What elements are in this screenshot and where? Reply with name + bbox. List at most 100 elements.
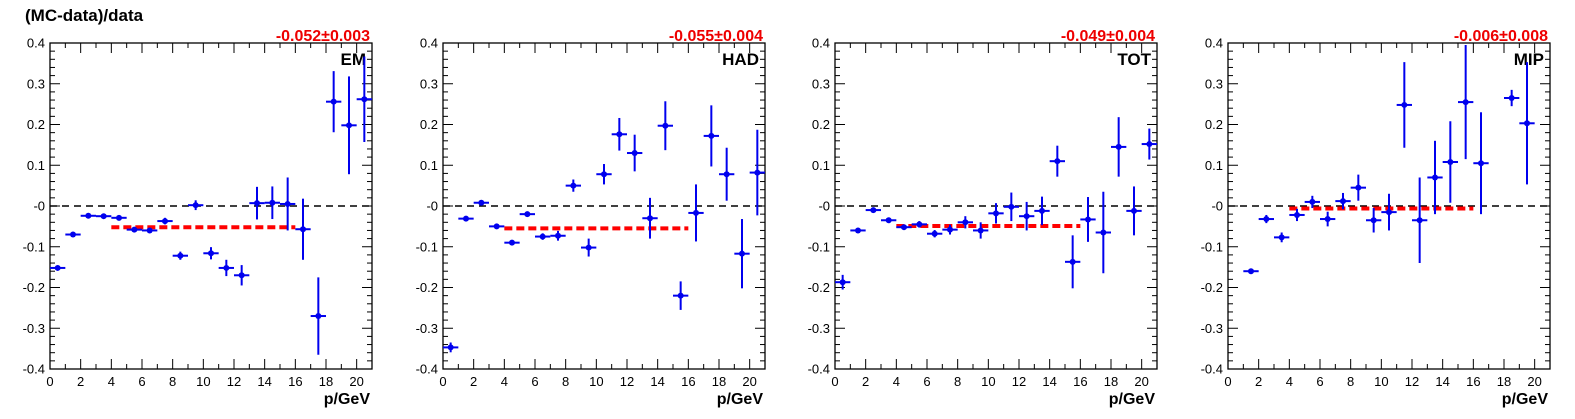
point-marker (754, 169, 761, 176)
chart-panel-em: -0.4 -0.3 -0.2 -0.1 -0 0.1 0.2 0.3 0.4 0 2 4 6 8 10 12 1… (23, 28, 373, 408)
point-marker (977, 227, 984, 234)
point-marker (1309, 198, 1316, 205)
point-marker (555, 232, 561, 239)
data-point (688, 184, 704, 242)
y-tick-label: -0.2 (808, 280, 830, 295)
point-marker (1370, 217, 1377, 224)
data-point (1274, 232, 1290, 243)
data-point (1458, 45, 1474, 160)
y-tick-label: -0.4 (808, 362, 830, 377)
data-point (1366, 208, 1382, 233)
x-axis-label: p/GeV (324, 391, 371, 408)
data-point (1258, 214, 1274, 224)
y-tick-label: -0 (33, 199, 45, 214)
x-tick-label: 6 (923, 374, 930, 389)
data-point (1396, 62, 1412, 148)
x-tick-label: 10 (981, 374, 995, 389)
point-marker (631, 150, 638, 157)
data-point (249, 186, 265, 220)
point-marker (254, 200, 260, 207)
x-tick-label: 6 (531, 374, 538, 389)
data-point (1095, 191, 1111, 274)
y-tick-label: -0 (426, 199, 438, 214)
y-tick-label: -0.1 (416, 239, 438, 254)
data-point (111, 214, 127, 221)
point-marker (1340, 198, 1346, 205)
y-tick-label: 0.4 (27, 36, 45, 51)
data-point (473, 199, 489, 206)
x-tick-label: 18 (319, 374, 333, 389)
y-tick-label: 0.3 (420, 76, 438, 91)
y-tick-label: 0.4 (1205, 36, 1223, 51)
y-tick-label: -0.1 (808, 239, 830, 254)
data-point (188, 200, 204, 211)
point-marker (1432, 174, 1438, 181)
x-axis-label: p/GeV (1502, 391, 1549, 408)
point-marker (1386, 209, 1392, 216)
panel-label: EM (341, 50, 367, 69)
x-tick-label: 20 (742, 374, 756, 389)
x-tick-label: 4 (893, 374, 900, 389)
point-marker (931, 230, 938, 237)
data-point (172, 251, 188, 260)
point-marker (1416, 217, 1423, 224)
panel-label: HAD (722, 50, 759, 69)
data-point (234, 265, 250, 286)
x-tick-label: 12 (620, 374, 634, 389)
point-marker (116, 214, 122, 221)
data-point (719, 147, 735, 201)
data-point (1019, 201, 1035, 231)
point-marker (70, 231, 76, 238)
data-point (627, 134, 643, 172)
data-point (581, 238, 597, 257)
x-tick-label: 14 (650, 374, 664, 389)
panel-label: TOT (1117, 50, 1151, 69)
data-point (203, 247, 219, 260)
data-point (835, 274, 851, 290)
y-tick-label: 0.1 (1205, 158, 1223, 173)
point-marker (570, 182, 577, 189)
fit-value-label: -0.049±0.004 (1061, 28, 1155, 45)
point-marker (223, 264, 230, 271)
point-marker (478, 199, 485, 206)
y-tick-label: 0.3 (1205, 76, 1223, 91)
point-marker (463, 215, 469, 222)
point-marker (708, 132, 715, 139)
panel-label: MIP (1514, 50, 1544, 69)
y-tick-label: 0.2 (812, 117, 830, 132)
data-point (1381, 193, 1397, 231)
point-marker (662, 122, 669, 129)
point-marker (585, 244, 592, 251)
data-point (458, 215, 474, 222)
point-marker (693, 209, 699, 216)
data-point (1304, 195, 1320, 209)
data-point (927, 230, 943, 238)
point-marker (177, 252, 184, 259)
data-point (988, 203, 1004, 224)
point-marker (839, 279, 846, 286)
x-tick-label: 8 (954, 374, 961, 389)
data-point (280, 177, 296, 231)
point-marker (677, 292, 684, 299)
y-tick-label: 0.1 (27, 158, 45, 173)
data-point (1243, 268, 1259, 275)
x-tick-label: 6 (1316, 374, 1323, 389)
data-point (957, 216, 973, 229)
point-marker (315, 313, 322, 320)
data-point (749, 129, 765, 216)
point-marker (447, 344, 454, 351)
data-point (1504, 89, 1520, 107)
point-marker (1524, 120, 1530, 127)
point-marker (947, 226, 953, 233)
point-marker (100, 213, 107, 220)
y-tick-label: -0.2 (1201, 280, 1223, 295)
y-tick-label: -0 (818, 199, 830, 214)
x-tick-label: 14 (1435, 374, 1449, 389)
x-tick-label: 6 (138, 374, 145, 389)
y-tick-label: -0.1 (1201, 239, 1223, 254)
y-tick-label: 0.1 (420, 158, 438, 173)
x-tick-label: 10 (589, 374, 603, 389)
x-tick-label: 16 (681, 374, 695, 389)
point-marker (1131, 207, 1137, 214)
